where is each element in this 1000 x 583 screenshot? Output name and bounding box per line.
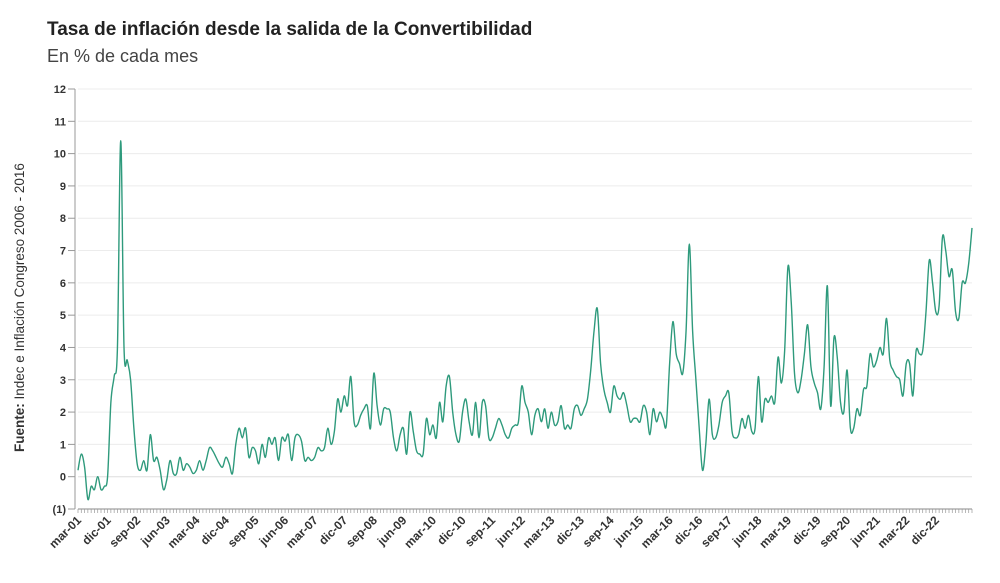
gridlines	[78, 88, 972, 510]
y-tick-label: 5	[60, 310, 66, 322]
x-tick-label: sep-20	[816, 513, 853, 550]
y-tick-label: 8	[60, 213, 66, 225]
x-tick-label: mar-13	[520, 513, 558, 551]
y-tick-label: 10	[54, 149, 66, 161]
x-axis: mar-01dic-01sep-02jun-03mar-04dic-04sep-…	[46, 508, 973, 551]
x-tick-label: mar-10	[401, 513, 439, 551]
series-line	[77, 139, 973, 501]
x-tick-label: sep-14	[580, 513, 617, 550]
x-tick-label: mar-16	[638, 513, 676, 551]
x-tick-label: mar-04	[165, 513, 203, 551]
x-tick-label: mar-01	[46, 513, 84, 551]
y-tick-label: 4	[60, 342, 67, 354]
x-tick-label: mar-19	[756, 513, 794, 551]
y-tick-label: 0	[60, 472, 66, 484]
x-tick-label: sep-08	[343, 513, 380, 550]
x-tick-label: mar-22	[875, 513, 913, 551]
x-tick-label: sep-11	[462, 513, 499, 550]
y-tick-label: 11	[54, 116, 66, 128]
y-tick-label: 6	[60, 278, 66, 290]
x-tick-label: sep-02	[106, 513, 143, 550]
y-tick-label: 12	[54, 84, 66, 96]
y-tick-label: 1	[60, 439, 66, 451]
chart-subtitle: En % de cada mes	[47, 46, 199, 66]
y-tick-label: (1)	[53, 504, 67, 516]
y-tick-label: 3	[60, 375, 66, 387]
x-tick-label: sep-05	[225, 513, 262, 550]
x-tick-label: dic-22	[908, 513, 943, 548]
x-tick-label: sep-17	[698, 513, 735, 550]
y-tick-label: 2	[60, 407, 66, 419]
y-tick-label: 9	[60, 181, 66, 193]
series-lines	[77, 139, 973, 501]
y-tick-label: 7	[60, 246, 66, 258]
x-tick-label: mar-07	[283, 513, 321, 551]
chart-title: Tasa de inflación desde la salida de la …	[47, 19, 533, 40]
